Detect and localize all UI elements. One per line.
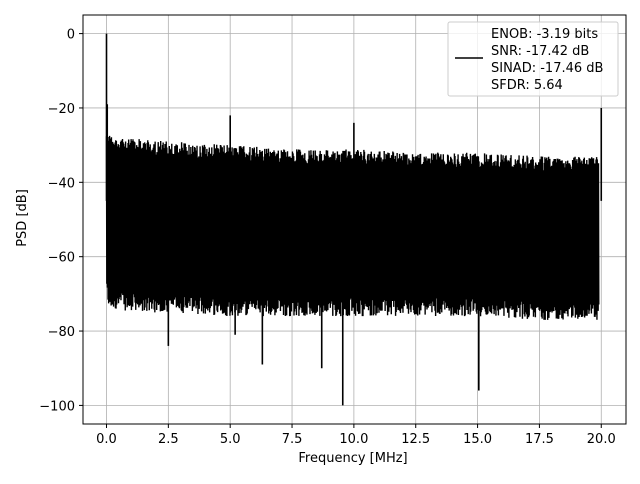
legend-box xyxy=(447,21,619,97)
legend-snr: SNR: -17.42 dB xyxy=(491,44,589,59)
legend-sfdr: SFDR: 5.64 xyxy=(491,78,563,93)
y-axis-label: PSD [dB] xyxy=(15,189,30,247)
legend: ENOB: -3.19 bits SNR: -17.42 dB SINAD: -… xyxy=(447,21,619,97)
y-tick-label: −60 xyxy=(48,251,75,266)
x-tick-label: 15.0 xyxy=(463,432,492,447)
x-tick-label: 12.5 xyxy=(401,432,430,447)
psd-series xyxy=(105,33,603,406)
x-tick-label: 10.0 xyxy=(339,432,368,447)
x-tick-label: 5.0 xyxy=(220,432,241,447)
plot-frame xyxy=(82,14,627,425)
psd-trace xyxy=(105,135,600,320)
x-tick-label: 2.5 xyxy=(158,432,179,447)
x-axis-label: Frequency [MHz] xyxy=(298,451,407,466)
y-tick-label: −100 xyxy=(39,399,75,414)
y-tick-label: −40 xyxy=(48,176,75,191)
y-tick-label: −80 xyxy=(48,325,75,340)
x-tick-label: 17.5 xyxy=(525,432,554,447)
y-tick-label: 0 xyxy=(67,28,75,43)
axes: 0.0 2.5 5.0 7.5 10.0 12.5 15.0 17.5 20.0 0 −20 −40 −… xyxy=(39,14,627,447)
x-tick-label: 20.0 xyxy=(587,432,616,447)
x-tick-label: 0.0 xyxy=(96,432,117,447)
x-tick-label: 7.5 xyxy=(282,432,303,447)
legend-enob: ENOB: -3.19 bits xyxy=(491,27,598,42)
legend-sinad: SINAD: -17.46 dB xyxy=(491,61,603,76)
y-tick-label: −20 xyxy=(48,102,75,117)
